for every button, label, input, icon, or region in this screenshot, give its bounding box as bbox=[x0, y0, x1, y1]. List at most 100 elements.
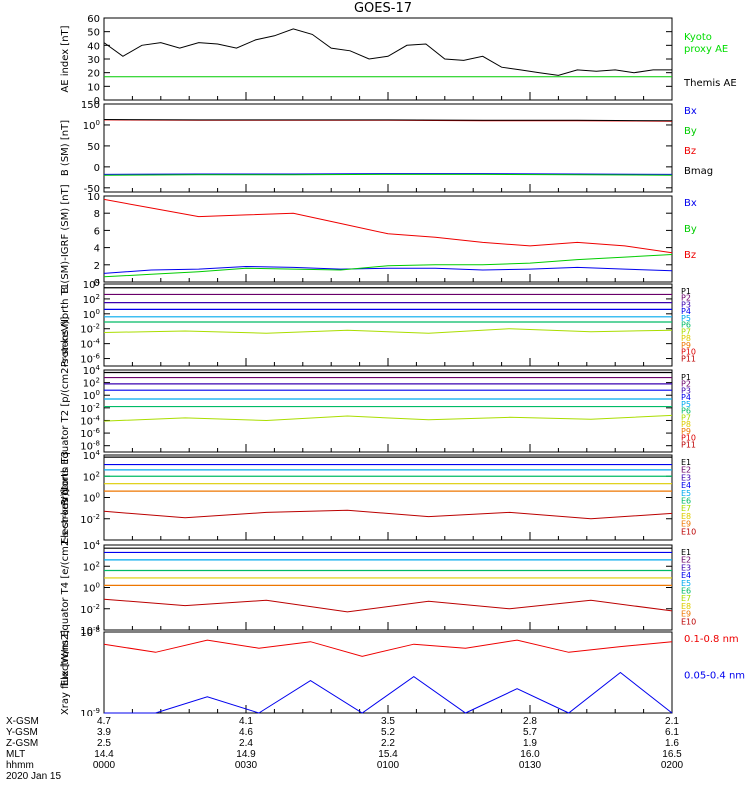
legend-entry: 0.05-0.4 nm bbox=[684, 671, 745, 682]
legend-entry: E4 bbox=[681, 571, 691, 580]
legend-entry: P8 bbox=[681, 420, 691, 429]
y-axis-title: AE index [nT] bbox=[60, 25, 71, 92]
series-line-bx bbox=[103, 173, 673, 175]
legend-entry: P11 bbox=[681, 440, 696, 449]
footer-value: 0030 bbox=[234, 760, 258, 771]
series-line-kyoto-proxy-ae bbox=[103, 28, 672, 76]
y-tick-label: 40 bbox=[87, 41, 100, 52]
panel-frame-1 bbox=[103, 17, 673, 101]
footer-row-label: Z-GSM bbox=[6, 738, 39, 749]
panel-frame-6 bbox=[103, 454, 673, 541]
footer-value: 2.1 bbox=[665, 716, 679, 727]
series-line-0-05-0-4-nm bbox=[104, 671, 673, 714]
y-tick-label: 10-2 bbox=[80, 513, 100, 526]
legend-entry: E8 bbox=[681, 602, 691, 611]
footer-row-label: Y-GSM bbox=[6, 727, 38, 738]
y-tick-label: 104 bbox=[83, 364, 101, 377]
y-tick-label: 10-9 bbox=[80, 707, 100, 716]
footer-value: 0200 bbox=[660, 760, 684, 771]
footer-row-z-gsm: Z-GSM 2.5 2.4 2.2 1.9 1.6 bbox=[0, 738, 750, 749]
y-axis-title: Electrons Equator T4 [e/(cm2-s-sr-keV)] bbox=[60, 489, 71, 686]
legend-entry: P1 bbox=[681, 373, 691, 382]
legend-entry: E2 bbox=[681, 556, 691, 565]
footer-row-hhmm: hhmm 0000 0030 0100 0130 0200 bbox=[0, 760, 750, 771]
legend-entry: E6 bbox=[681, 497, 691, 506]
legend-entry: E3 bbox=[681, 473, 691, 482]
legend-entry: E7 bbox=[681, 594, 691, 603]
legend-entry: P4 bbox=[681, 393, 691, 402]
legend-entry: E9 bbox=[681, 520, 691, 529]
footer-value: 4.6 bbox=[239, 727, 253, 738]
series-line-0-1-0-8-nm bbox=[103, 639, 673, 657]
legend-entry: By bbox=[684, 224, 697, 235]
y-tick-label: 10-4 bbox=[80, 338, 100, 351]
y-tick-label: 60 bbox=[87, 14, 100, 25]
y-tick-label: 50 bbox=[87, 28, 100, 39]
footer-value: 6.1 bbox=[665, 727, 679, 738]
footer-value: 0100 bbox=[376, 760, 400, 771]
y-tick-label: 150 bbox=[81, 100, 100, 111]
series-line-bz bbox=[103, 198, 673, 254]
legend-entry: P6 bbox=[681, 407, 691, 416]
legend-entry: P5 bbox=[681, 400, 691, 409]
footer-value: 14.4 bbox=[94, 749, 114, 760]
footer-row-label: hhmm bbox=[6, 760, 34, 771]
legend-entry: By bbox=[684, 126, 697, 137]
y-tick-label: 100 bbox=[83, 308, 100, 321]
series-line-e10 bbox=[103, 509, 673, 520]
y-tick-label: 104 bbox=[83, 278, 101, 291]
series-line-bmag bbox=[103, 119, 673, 122]
legend-entry: E10 bbox=[681, 527, 696, 536]
y-tick-label: 102 bbox=[83, 293, 100, 306]
legend-entry: P3 bbox=[681, 386, 691, 395]
legend-entry: P7 bbox=[681, 327, 691, 336]
legend-entry: P1 bbox=[681, 287, 691, 296]
footer-value: 14.9 bbox=[236, 749, 256, 760]
legend-entry: E5 bbox=[681, 489, 691, 498]
footer-value: 5.2 bbox=[381, 727, 395, 738]
legend-entry: P11 bbox=[681, 354, 696, 363]
footer-row-x-gsm: X-GSM 4.7 4.1 3.5 2.8 2.1 bbox=[0, 716, 750, 727]
footer-value: 2.2 bbox=[381, 738, 395, 749]
y-tick-label: 10-8 bbox=[80, 626, 100, 639]
plot-title: GOES-17 bbox=[354, 1, 412, 16]
orbit-footer: X-GSM 4.7 4.1 3.5 2.8 2.1 Y-GSM 3.9 4.6 5.2 5.7 6.1… bbox=[0, 716, 750, 800]
legend-entry: P2 bbox=[681, 380, 691, 389]
footer-value: 16.5 bbox=[662, 749, 682, 760]
y-axis-title: Protons North T1 bbox=[60, 283, 71, 367]
panel-frame-5 bbox=[103, 369, 673, 453]
y-tick-label: 20 bbox=[87, 69, 100, 80]
legend-entry: P10 bbox=[681, 434, 696, 443]
series-line-by bbox=[103, 173, 673, 176]
legend-entry: Bz bbox=[684, 146, 696, 157]
y-axis-title: Protons Equator T2 [p/(cm2-s-sr-keV)] bbox=[60, 316, 71, 505]
y-tick-label: 102 bbox=[83, 560, 100, 573]
series-line-by bbox=[103, 254, 673, 278]
y-tick-label: 10-8 bbox=[80, 440, 100, 453]
y-tick-label: 50 bbox=[87, 142, 100, 153]
footer-row-y-gsm: Y-GSM 3.9 4.6 5.2 5.7 6.1 bbox=[0, 727, 750, 738]
legend-entry: E8 bbox=[681, 512, 691, 521]
legend-entry: E2 bbox=[681, 466, 691, 475]
footer-date: 2020 Jan 15 bbox=[6, 771, 62, 782]
footer-row-label: X-GSM bbox=[6, 716, 39, 727]
legend-entry: P4 bbox=[681, 307, 691, 316]
panel-frame-2 bbox=[103, 103, 673, 193]
y-tick-label: 10 bbox=[87, 192, 100, 203]
legend-entry: E3 bbox=[681, 563, 691, 572]
y-tick-label: 104 bbox=[83, 539, 101, 552]
footer-value: 4.7 bbox=[97, 716, 111, 727]
y-tick-label: 10-2 bbox=[80, 603, 100, 616]
footer-value: 1.9 bbox=[523, 738, 537, 749]
panel-frame-4 bbox=[103, 283, 673, 367]
legend-entry: Bmag bbox=[684, 166, 713, 177]
y-tick-label: 6 bbox=[94, 226, 100, 237]
legend-entry: P6 bbox=[681, 321, 691, 330]
legend-entry: P2 bbox=[681, 294, 691, 303]
y-tick-label: 100 bbox=[83, 582, 100, 595]
y-tick-label: 100 bbox=[83, 119, 100, 132]
y-tick-label: 104 bbox=[83, 449, 101, 462]
legend-entry: P5 bbox=[681, 314, 691, 323]
y-tick-label: 0 bbox=[94, 163, 100, 174]
